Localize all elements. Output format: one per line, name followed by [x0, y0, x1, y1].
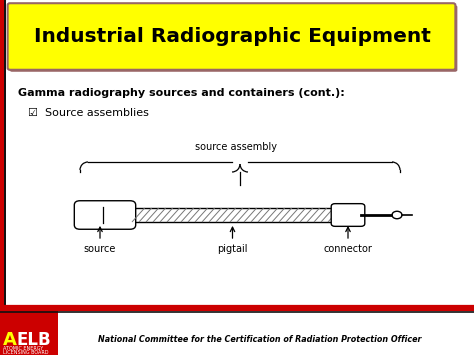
Bar	[0, 308, 474, 355]
Text: LICENSING BOARD: LICENSING BOARD	[3, 350, 48, 355]
Text: Gamma radiography sources and containers (cont.):: Gamma radiography sources and containers…	[18, 88, 345, 98]
Text: pigtail: pigtail	[217, 244, 248, 254]
Bar	[0, 0, 4, 310]
Text: connector: connector	[324, 244, 373, 254]
FancyBboxPatch shape	[331, 204, 365, 226]
FancyBboxPatch shape	[74, 201, 136, 229]
Text: ATOMIC ENERGY: ATOMIC ENERGY	[3, 345, 43, 350]
Text: National Committee for the Certification of Radiation Protection Officer: National Committee for the Certification…	[98, 335, 422, 344]
FancyBboxPatch shape	[9, 5, 457, 72]
Bar	[130, 208, 335, 222]
Text: source assembly: source assembly	[195, 142, 277, 152]
Text: source: source	[84, 244, 116, 254]
FancyBboxPatch shape	[8, 3, 456, 70]
Text: ☑  Source assemblies: ☑ Source assemblies	[28, 108, 149, 118]
Bar	[0, 308, 58, 355]
Text: A: A	[3, 331, 17, 349]
Text: Industrial Radiographic Equipment: Industrial Radiographic Equipment	[34, 27, 430, 45]
Text: ELB: ELB	[16, 331, 51, 349]
Bar	[4, 0, 6, 310]
